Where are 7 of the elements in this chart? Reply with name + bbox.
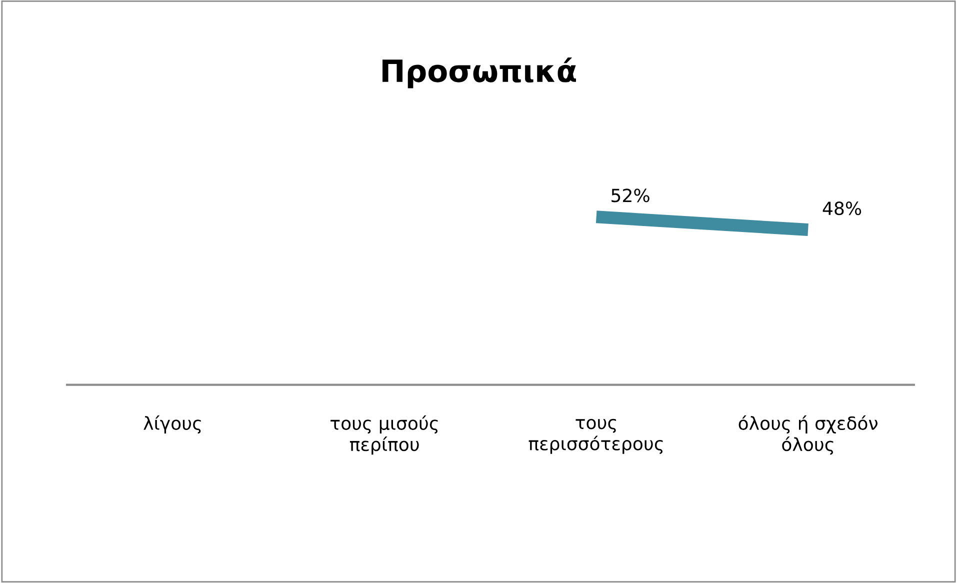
chart-title: Προσωπικά bbox=[382, 57, 576, 88]
x-tick-label: όλους ή σχεδόν όλους bbox=[738, 415, 878, 455]
x-tick-label: τους περισσότερους bbox=[528, 418, 663, 454]
data-label: 48% bbox=[822, 202, 862, 216]
data-label: 52% bbox=[612, 188, 650, 202]
x-tick-label: τους μισούς περίπου bbox=[330, 415, 438, 455]
x-tick-label: λίγους bbox=[144, 415, 201, 434]
